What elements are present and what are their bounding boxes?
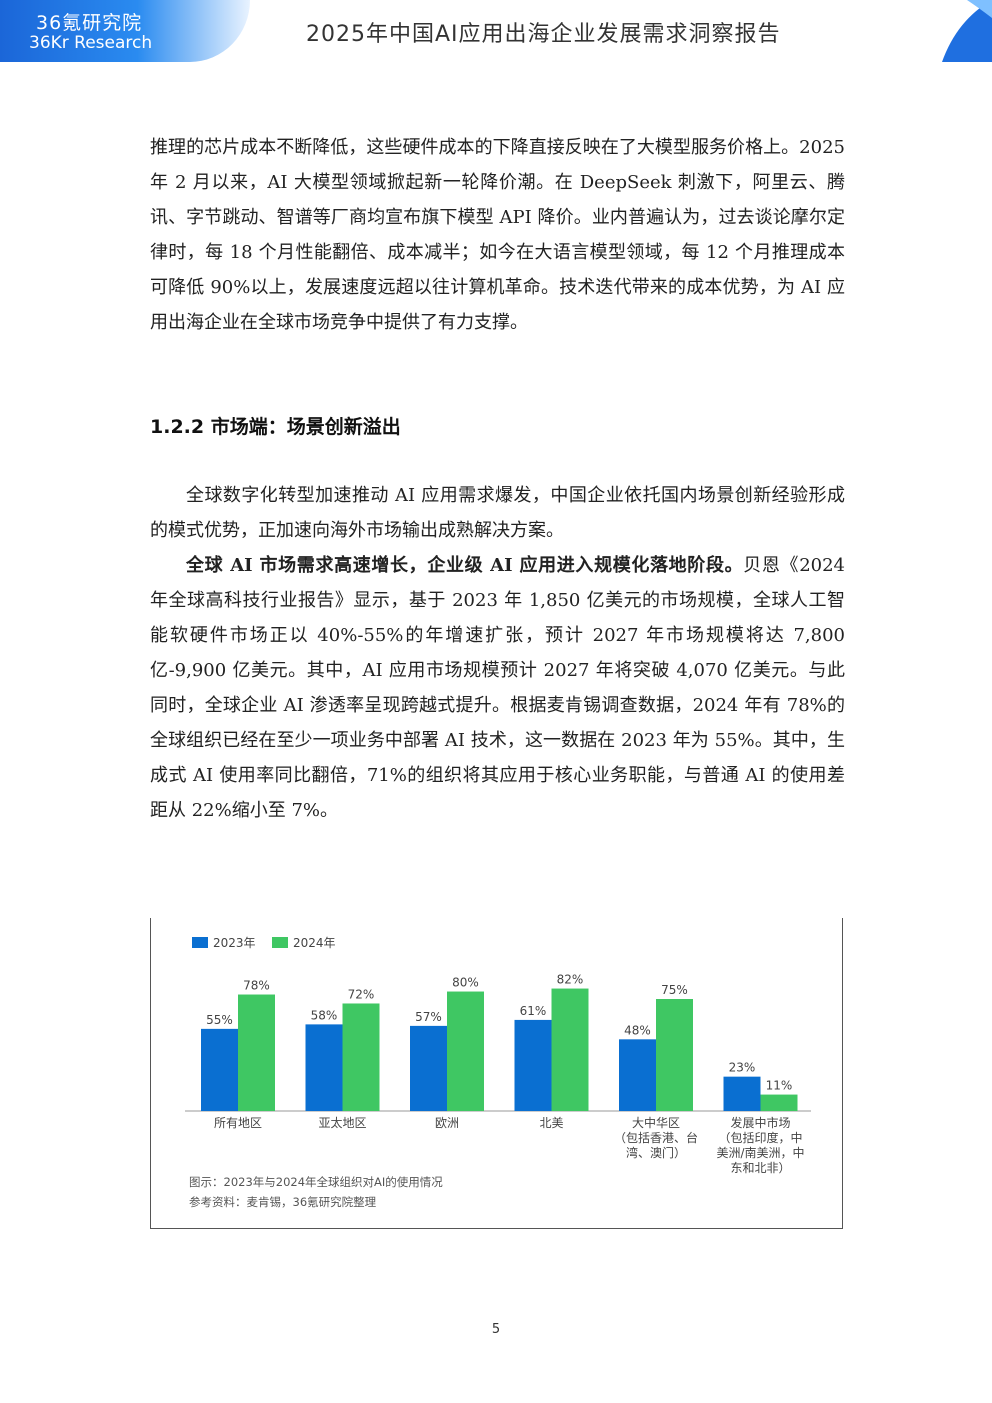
tick-label-0-0: 所有地区 <box>214 1116 262 1130</box>
data-label-0-5: 23% <box>729 1061 756 1075</box>
tick-label-4-0: 大中华区 <box>632 1115 680 1130</box>
report-title: 2025年中国AI应用出海企业发展需求洞察报告 <box>306 22 781 47</box>
data-label-0-4: 48% <box>624 1023 651 1037</box>
intro-block: 推理的芯片成本不断降低，这些硬件成本的下降直接反映在了大模型服务价格上。2025… <box>150 130 845 340</box>
bar-chart: 2023年 2024年 55% 78% 所有地区 58% 72% 亚太地区 57% 80% 欧洲 61… <box>185 936 811 1209</box>
bar-0-0 <box>201 1028 238 1111</box>
data-label-0-0: 55% <box>206 1013 233 1027</box>
bar-1-0 <box>238 994 275 1111</box>
data-label-1-2: 80% <box>452 976 479 990</box>
page-header: 36氪研究院 36Kr Research 2025年中国AI应用出海企业发展需求… <box>0 0 992 62</box>
data-label-1-4: 75% <box>661 983 688 997</box>
market-block: 全球数字化转型加速推动 AI 应用需求爆发，中国企业依托国内场景创新经验形成的模… <box>150 478 845 828</box>
bar-1-5 <box>760 1094 798 1111</box>
legend-swatch-1 <box>272 937 288 948</box>
data-label-1-5: 11% <box>766 1079 793 1093</box>
paragraph-2: 全球数字化转型加速推动 AI 应用需求爆发，中国企业依托国内场景创新经验形成的模… <box>150 485 845 541</box>
page-number: 5 <box>491 1322 501 1337</box>
bar-1-2 <box>447 991 484 1111</box>
bar-0-3 <box>514 1019 552 1111</box>
bar-0-2 <box>410 1025 447 1111</box>
tick-label-5-3: 东和北非） <box>730 1161 790 1175</box>
bar-1-4 <box>656 999 693 1111</box>
intro-paragraph: 推理的芯片成本不断降低，这些硬件成本的下降直接反映在了大模型服务价格上。2025… <box>150 137 845 333</box>
legend-label-1: 2024年 <box>293 936 336 950</box>
tick-label-5-2: 美洲/南美洲，中 <box>716 1145 804 1160</box>
bar-0-4 <box>619 1039 656 1111</box>
data-label-1-0: 78% <box>243 979 270 993</box>
chart-source: 参考资料：麦肯锡，36氪研究院整理 <box>189 1195 377 1209</box>
logo-banner <box>0 0 250 62</box>
data-label-0-3: 61% <box>520 1004 547 1018</box>
tick-label-3-0: 北美 <box>539 1116 563 1130</box>
chart-caption: 图示：2023年与2024年全球组织对AI的使用情况 <box>189 1175 443 1189</box>
legend-label-0: 2023年 <box>213 936 256 950</box>
paragraph-3: 全球 AI 市场需求高速增长，企业级 AI 应用进入规模化落地阶段。贝恩《202… <box>150 548 845 828</box>
paragraph-3-lead: 全球 AI 市场需求高速增长，企业级 AI 应用进入规模化落地阶段。 <box>186 555 744 576</box>
data-label-0-1: 58% <box>311 1008 338 1022</box>
tick-label-1-0: 亚太地区 <box>318 1115 366 1130</box>
data-label-1-1: 72% <box>348 987 375 1001</box>
bar-0-5 <box>723 1076 761 1111</box>
tick-label-4-1: （包括香港、台 <box>614 1130 698 1145</box>
bar-1-3 <box>551 988 589 1111</box>
bar-0-1 <box>305 1024 343 1111</box>
tick-label-5-1: （包括印度，中 <box>718 1130 802 1145</box>
tick-label-5-0: 发展中市场 <box>730 1115 790 1130</box>
tick-label-4-2: 湾、澳门） <box>626 1145 686 1160</box>
paragraph-3-body: 贝恩《2024 年全球高科技行业报告》显示，基于 2023 年 1,850 亿美… <box>150 555 845 821</box>
section-heading: 1.2.2 市场端：场景创新溢出 <box>150 416 401 438</box>
tick-label-2-0: 欧洲 <box>435 1116 459 1130</box>
data-label-0-2: 57% <box>415 1010 442 1024</box>
chart-figure: 2023年 2024年 55% 78% 所有地区 58% 72% 亚太地区 57% 80% 欧洲 61… <box>150 918 843 1229</box>
logo-chinese: 36氪研究院 <box>36 12 143 34</box>
corner-decoration <box>942 0 992 62</box>
data-label-1-3: 82% <box>557 973 584 987</box>
legend-swatch-0 <box>192 937 208 948</box>
bar-1-1 <box>342 1003 380 1111</box>
logo-english: 36Kr Research <box>29 33 153 53</box>
